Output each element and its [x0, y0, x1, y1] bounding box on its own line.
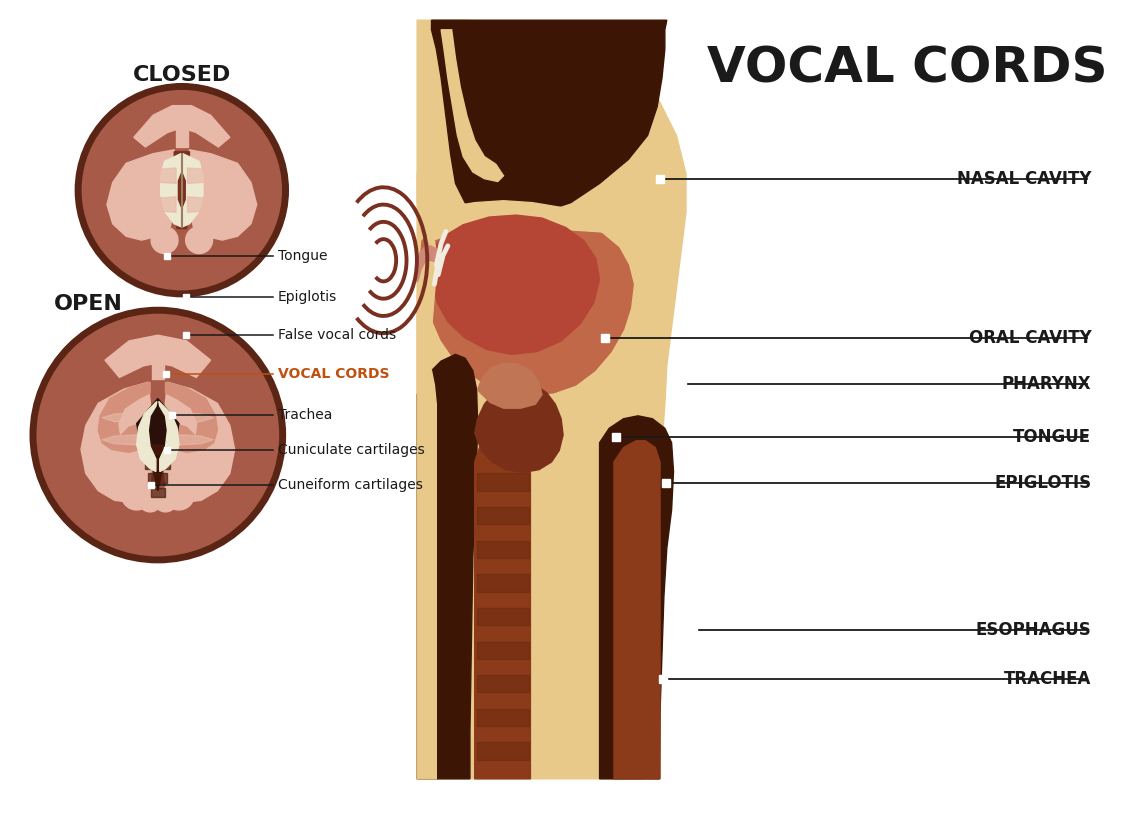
Text: Trachea: Trachea	[278, 408, 332, 422]
Text: TRACHEA: TRACHEA	[1004, 670, 1092, 688]
Text: TONGUE: TONGUE	[1014, 428, 1092, 447]
Polygon shape	[432, 21, 667, 214]
Circle shape	[33, 310, 282, 559]
Polygon shape	[476, 507, 529, 524]
Polygon shape	[475, 433, 530, 779]
Polygon shape	[102, 412, 150, 424]
Text: CLOSED: CLOSED	[133, 65, 231, 85]
Polygon shape	[476, 642, 529, 659]
Circle shape	[186, 227, 212, 254]
Polygon shape	[165, 434, 214, 446]
Polygon shape	[476, 742, 529, 760]
Polygon shape	[104, 335, 210, 377]
Text: PHARYNX: PHARYNX	[1002, 375, 1092, 393]
Polygon shape	[417, 161, 434, 204]
Polygon shape	[476, 608, 529, 625]
Polygon shape	[421, 210, 634, 395]
Polygon shape	[476, 574, 529, 592]
Polygon shape	[422, 201, 667, 243]
Circle shape	[152, 227, 178, 254]
Polygon shape	[417, 239, 436, 385]
Polygon shape	[142, 445, 173, 454]
Polygon shape	[158, 401, 179, 471]
Polygon shape	[146, 459, 170, 469]
Polygon shape	[478, 363, 542, 408]
Polygon shape	[187, 197, 234, 213]
Polygon shape	[165, 382, 217, 452]
Polygon shape	[614, 441, 660, 779]
Polygon shape	[152, 356, 163, 379]
Polygon shape	[417, 354, 478, 779]
Polygon shape	[129, 168, 176, 184]
Polygon shape	[161, 153, 181, 227]
Polygon shape	[137, 399, 179, 491]
Text: Epiglotis: Epiglotis	[278, 290, 336, 304]
Polygon shape	[417, 21, 687, 779]
Circle shape	[122, 480, 152, 510]
Circle shape	[154, 489, 177, 512]
Text: ESOPHAGUS: ESOPHAGUS	[976, 620, 1092, 639]
Text: VOCAL CORDS: VOCAL CORDS	[278, 367, 389, 381]
Polygon shape	[476, 709, 529, 726]
Text: OPEN: OPEN	[54, 294, 123, 315]
Polygon shape	[417, 361, 436, 779]
Text: ORAL CAVITY: ORAL CAVITY	[969, 330, 1092, 348]
Polygon shape	[99, 382, 150, 452]
Polygon shape	[187, 150, 257, 240]
Polygon shape	[165, 412, 214, 424]
Text: VOCAL CORDS: VOCAL CORDS	[707, 44, 1107, 92]
Polygon shape	[183, 153, 203, 227]
Text: Cuneiform cartilages: Cuneiform cartilages	[278, 478, 422, 492]
Polygon shape	[432, 215, 599, 354]
Polygon shape	[129, 197, 176, 213]
Polygon shape	[163, 382, 234, 503]
Polygon shape	[134, 105, 230, 147]
Polygon shape	[476, 474, 529, 491]
Polygon shape	[599, 416, 674, 779]
Polygon shape	[102, 434, 150, 446]
Polygon shape	[148, 474, 168, 483]
Polygon shape	[476, 675, 529, 692]
Polygon shape	[176, 123, 187, 147]
Text: NASAL CAVITY: NASAL CAVITY	[957, 170, 1092, 188]
Polygon shape	[107, 150, 177, 240]
Polygon shape	[137, 401, 157, 471]
Polygon shape	[82, 382, 152, 503]
Text: Cuniculate cartilages: Cuniculate cartilages	[278, 443, 425, 457]
Text: EPIGLOTIS: EPIGLOTIS	[994, 475, 1092, 492]
Polygon shape	[475, 382, 563, 472]
Text: Tongue: Tongue	[278, 249, 327, 263]
Polygon shape	[417, 246, 439, 283]
Polygon shape	[187, 168, 234, 184]
Circle shape	[78, 87, 286, 294]
Circle shape	[163, 480, 194, 510]
Text: False vocal cords: False vocal cords	[278, 328, 396, 342]
Polygon shape	[174, 152, 189, 228]
Polygon shape	[441, 30, 504, 181]
Polygon shape	[152, 488, 164, 498]
Circle shape	[139, 489, 162, 512]
Polygon shape	[476, 541, 529, 558]
